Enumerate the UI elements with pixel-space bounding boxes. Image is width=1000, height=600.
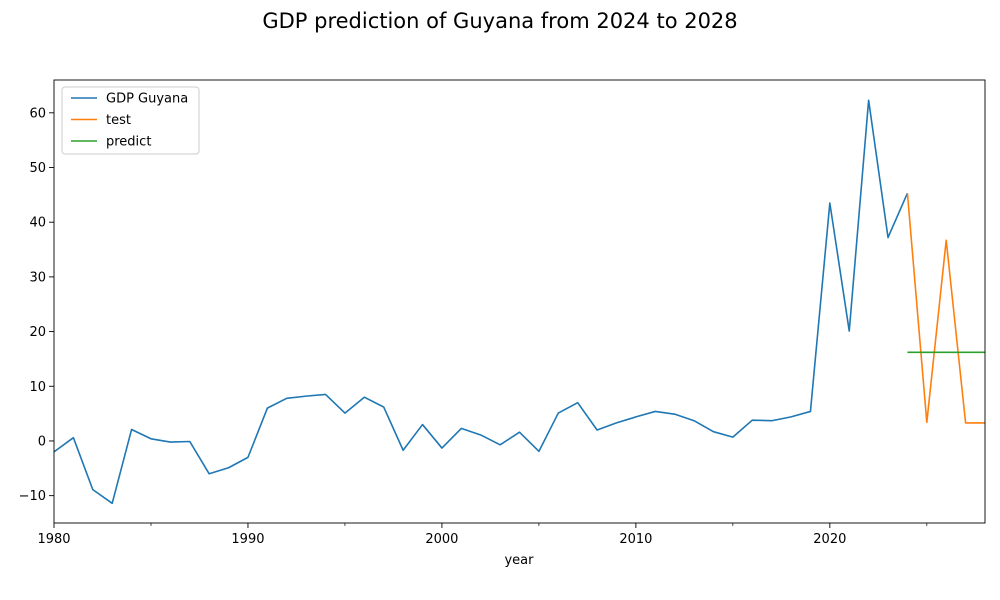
y-tick-label: 0 [38,434,46,449]
plot-area: 1980 1990 2000 2010 2020 −10 0 10 20 30 40 50 60 [19,79,986,547]
legend: GDP Guyana test predict [61,86,200,155]
series-line-gdp-guyana [54,99,909,505]
y-tick-label: 10 [29,380,46,395]
chart-title: GDP prediction of Guyana from 2024 to 20… [262,9,737,33]
legend-box [61,86,200,155]
x-tick-label: 2020 [813,532,846,547]
x-tick-label: 1990 [231,532,264,547]
legend-label: predict [106,135,151,150]
x-tick-label: 2000 [425,532,458,547]
legend-label: test [106,113,131,128]
y-tick-label: 60 [29,106,46,121]
y-tick-label: 40 [29,216,46,231]
y-tick-label: 50 [29,161,46,176]
y-tick-label: −10 [19,489,46,504]
series-line-test [906,193,985,424]
plot-frame [53,79,986,524]
x-axis-label: year [504,553,534,568]
legend-label: GDP Guyana [106,92,188,107]
y-tick-label: 20 [29,325,46,340]
y-tick-label: 30 [29,270,46,285]
x-tick-label: 1980 [37,532,70,547]
x-tick-label: 2010 [619,532,652,547]
